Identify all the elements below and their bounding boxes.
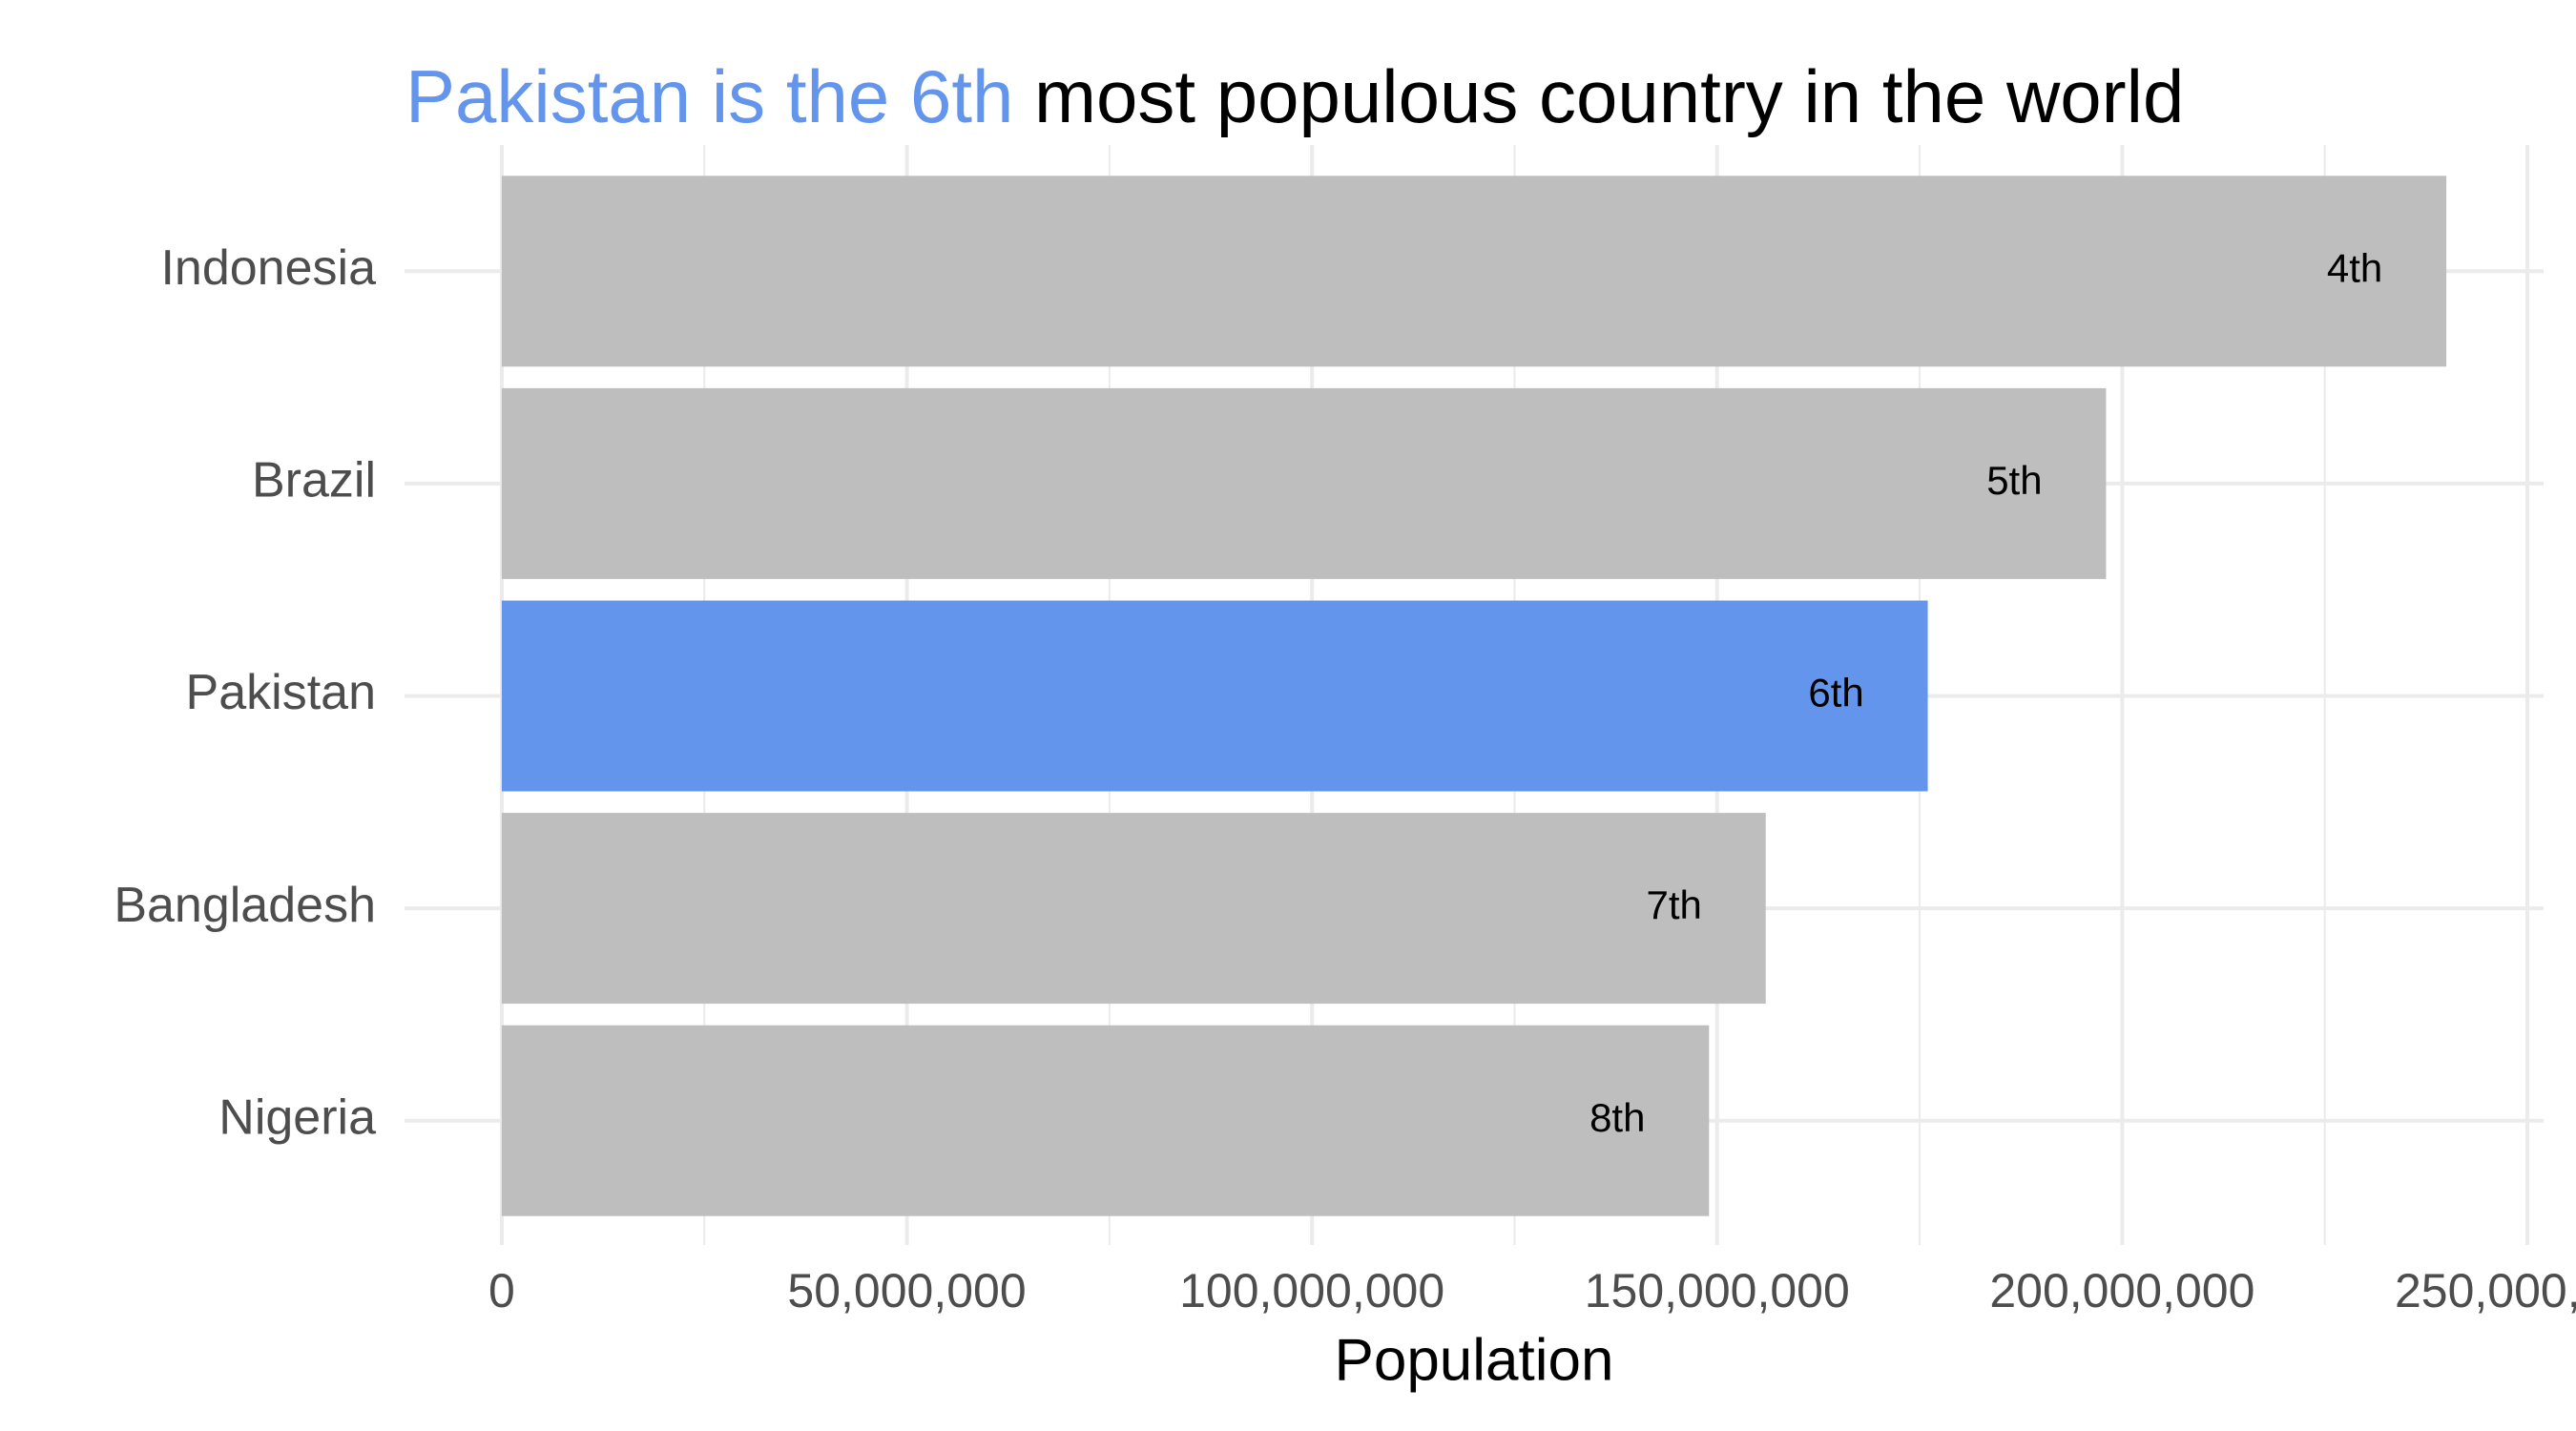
x-tick-label: 250,000,000	[2395, 1264, 2576, 1317]
bar	[501, 1025, 1710, 1216]
y-tick-label: Brazil	[252, 453, 376, 508]
y-tick-label: Indonesia	[160, 240, 376, 296]
x-tick-label: 50,000,000	[787, 1264, 1026, 1317]
x-tick-label: 200,000,000	[1989, 1264, 2254, 1317]
data-label: 8th	[1589, 1095, 1645, 1140]
data-label: 7th	[1647, 882, 1702, 927]
title-rest: most populous country in the world	[1034, 54, 2184, 138]
bar	[501, 176, 2447, 367]
y-tick-label: Nigeria	[218, 1089, 376, 1145]
bar	[501, 813, 1766, 1005]
x-tick-label: 150,000,000	[1585, 1264, 1850, 1317]
x-tick-label: 100,000,000	[1179, 1264, 1444, 1317]
chart-title: Pakistan is the 6th most populous countr…	[405, 54, 2184, 138]
y-tick-label: Pakistan	[186, 665, 376, 720]
title-highlight: Pakistan is the 6th	[405, 54, 1013, 138]
bar	[501, 600, 1928, 792]
data-label: 4th	[2327, 245, 2382, 290]
x-tick-label: 0	[488, 1264, 515, 1317]
bar	[501, 387, 2107, 579]
data-label: 5th	[1986, 458, 2042, 503]
y-tick-label: Bangladesh	[114, 878, 376, 933]
x-axis-title: Population	[1334, 1327, 1613, 1393]
data-label: 6th	[1808, 671, 1863, 716]
